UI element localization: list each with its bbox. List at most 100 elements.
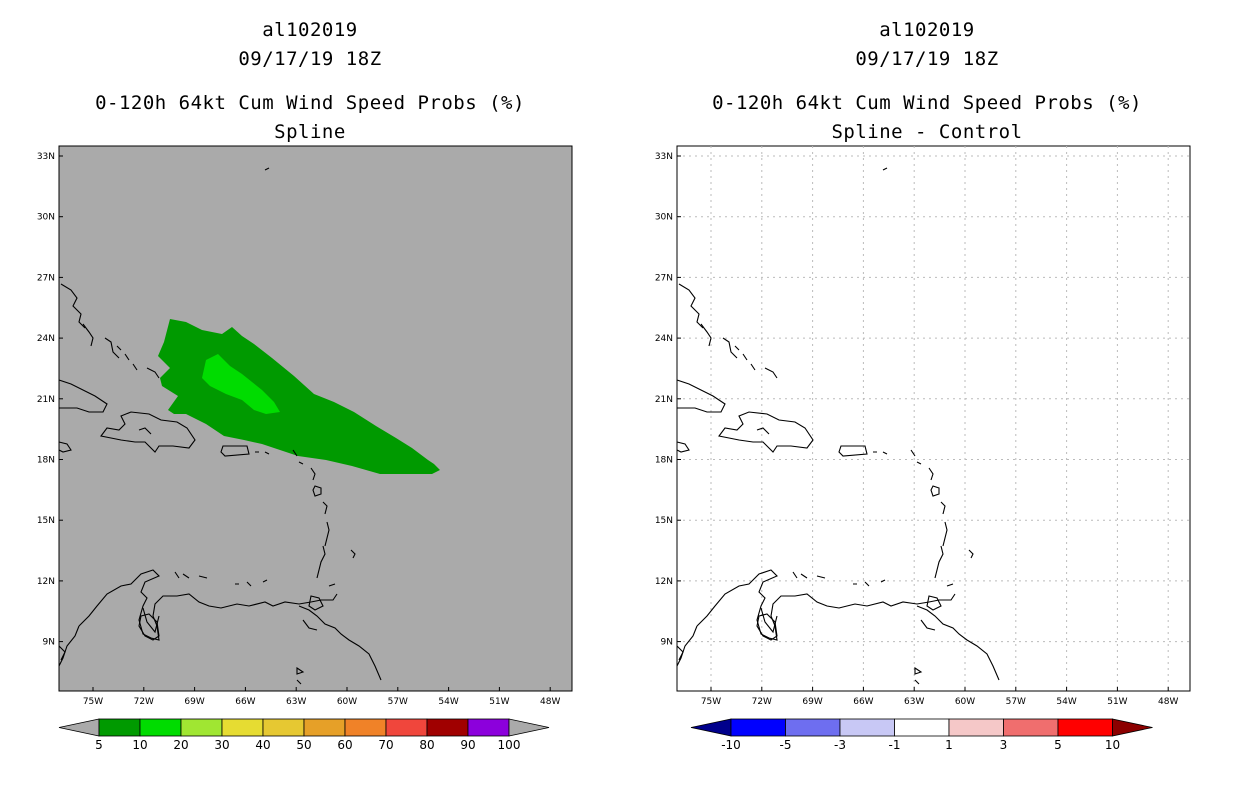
left-storm-id: al102019 <box>262 19 358 41</box>
colorbar-swatch <box>221 718 264 737</box>
colorbar-swatch <box>98 718 141 737</box>
colorbar-swatch <box>785 718 841 737</box>
colorbar-label: 5 <box>95 738 103 752</box>
colorbar-swatch <box>426 718 469 737</box>
right-axis-ticks <box>677 155 1169 691</box>
lon-label: 66W <box>853 697 873 707</box>
colorbar-label: 30 <box>214 738 229 752</box>
lon-label: 60W <box>955 697 975 707</box>
left-map-panel: 33N 30N 27N 24N 21N 18N 15N 12N 9N 75W 72W 69W 66W 6… <box>37 145 573 752</box>
lon-label: 75W <box>83 697 103 707</box>
lat-label: 30N <box>655 213 673 223</box>
left-product-title: 0-120h 64kt Cum Wind Speed Probs (%) <box>95 92 525 114</box>
colorbar-label: -10 <box>721 738 741 752</box>
lon-label: 54W <box>1056 697 1076 707</box>
lon-label: 75W <box>701 697 721 707</box>
right-map-panel: 33N 30N 27N 24N 21N 18N 15N 12N 9N 75W 72W 69W 66W 6… <box>655 145 1191 752</box>
left-colorbar: 5 10 20 30 40 50 60 70 80 90 100 <box>58 718 550 752</box>
lat-label: 15N <box>37 516 55 526</box>
lat-label: 12N <box>37 577 55 587</box>
lon-label: 63W <box>286 697 306 707</box>
left-axis-ticks <box>59 155 551 691</box>
colorbar-swatch <box>948 718 1004 737</box>
lon-label: 69W <box>802 697 822 707</box>
colorbar-label: 70 <box>378 738 393 752</box>
lon-label: 63W <box>904 697 924 707</box>
lat-label: 33N <box>655 152 673 162</box>
colorbar-label: 80 <box>419 738 434 752</box>
lon-label: 51W <box>1107 697 1127 707</box>
lon-label: 72W <box>134 697 154 707</box>
left-datetime: 09/17/19 18Z <box>238 48 382 70</box>
lat-label: 24N <box>655 334 673 344</box>
colorbar-label: 100 <box>498 738 521 752</box>
right-storm-id: al102019 <box>879 19 975 41</box>
right-grid-lines <box>677 146 1190 691</box>
colorbar-swatch <box>139 718 182 737</box>
colorbar-label: 50 <box>296 738 311 752</box>
lat-label: 15N <box>655 516 673 526</box>
colorbar-swatch <box>894 718 950 737</box>
colorbar-label: -1 <box>889 738 901 752</box>
lon-label: 51W <box>489 697 509 707</box>
colorbar-low-triangle <box>690 718 732 737</box>
right-panel-title: al102019 09/17/19 18Z 0-120h 64kt Cum Wi… <box>677 16 1177 147</box>
left-panel-title: al102019 09/17/19 18Z 0-120h 64kt Cum Wi… <box>60 16 560 147</box>
lat-label: 9N <box>43 638 55 648</box>
right-datetime: 09/17/19 18Z <box>855 48 999 70</box>
lon-label: 54W <box>438 697 458 707</box>
colorbar-label: 20 <box>173 738 188 752</box>
colorbar-label: 3 <box>1000 738 1008 752</box>
lat-label: 9N <box>661 638 673 648</box>
colorbar-swatch <box>730 718 786 737</box>
lat-label: 24N <box>37 334 55 344</box>
right-lon-labels: 75W 72W 69W 66W 63W 60W 57W 54W 51W 48W <box>701 697 1179 707</box>
lat-label: 21N <box>37 395 55 405</box>
lon-label: 48W <box>1158 697 1178 707</box>
lon-label: 60W <box>337 697 357 707</box>
colorbar-label: 90 <box>460 738 475 752</box>
colorbar-label: 60 <box>337 738 352 752</box>
left-lat-labels: 33N 30N 27N 24N 21N 18N 15N 12N 9N <box>37 152 55 648</box>
lat-label: 12N <box>655 577 673 587</box>
colorbar-swatch <box>1057 718 1113 737</box>
colorbar-swatch <box>1003 718 1059 737</box>
lat-label: 21N <box>655 395 673 405</box>
lon-label: 48W <box>540 697 560 707</box>
colorbar-label: 5 <box>1054 738 1062 752</box>
right-method-label: Spline - Control <box>831 121 1023 143</box>
lat-label: 18N <box>37 456 55 466</box>
right-map-frame <box>676 145 1191 692</box>
colorbar-low-triangle <box>58 718 100 737</box>
colorbar-swatch <box>262 718 305 737</box>
colorbar-swatch <box>839 718 895 737</box>
colorbar-label: 10 <box>1105 738 1120 752</box>
colorbar-swatch <box>467 718 510 737</box>
right-colorbar: -10 -5 -3 -1 1 3 5 10 <box>690 718 1153 752</box>
colorbar-label: 1 <box>945 738 953 752</box>
colorbar-swatch <box>385 718 428 737</box>
lat-label: 27N <box>37 273 55 283</box>
colorbar-swatch <box>180 718 223 737</box>
lon-label: 69W <box>184 697 204 707</box>
lat-label: 27N <box>655 273 673 283</box>
lon-label: 57W <box>1006 697 1026 707</box>
left-method-label: Spline <box>274 121 346 143</box>
lat-label: 33N <box>37 152 55 162</box>
colorbar-label: 10 <box>132 738 147 752</box>
colorbar-swatch <box>303 718 346 737</box>
colorbar-high-triangle <box>508 718 550 737</box>
right-lat-labels: 33N 30N 27N 24N 21N 18N 15N 12N 9N <box>655 152 673 648</box>
colorbar-label: 40 <box>255 738 270 752</box>
colorbar-label: -3 <box>834 738 846 752</box>
colorbar-swatch <box>344 718 387 737</box>
colorbar-high-triangle <box>1112 718 1153 737</box>
left-probability-contours <box>158 319 440 474</box>
contour-5-percent <box>158 319 440 474</box>
lon-label: 66W <box>235 697 255 707</box>
colorbar-label: -5 <box>780 738 792 752</box>
right-product-title: 0-120h 64kt Cum Wind Speed Probs (%) <box>712 92 1142 114</box>
left-lon-labels: 75W 72W 69W 66W 63W 60W 57W 54W 51W 48W <box>83 697 561 707</box>
lon-label: 57W <box>388 697 408 707</box>
